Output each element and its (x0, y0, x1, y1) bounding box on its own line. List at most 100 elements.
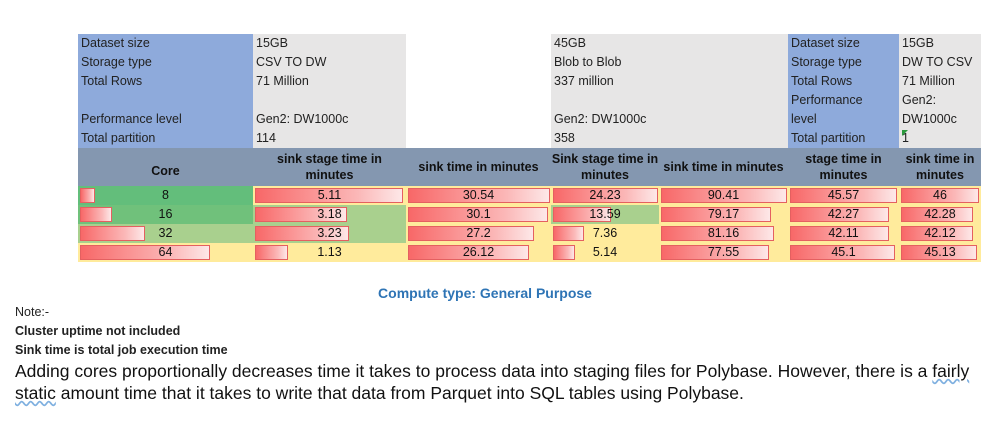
info1-value-5: Gen2: DW1000c (253, 110, 406, 129)
header-col-1: sink stage time in minutes (277, 152, 382, 182)
info3-value-4: Gen2: (899, 91, 981, 110)
data-bar (255, 188, 403, 203)
info3-value-2: DW TO CSV (899, 53, 981, 72)
header-col-4: sink time in minutes (663, 160, 784, 174)
cell-value: 27.2 (466, 226, 491, 240)
paragraph-text-1: Adding cores proportionally decreases ti… (15, 361, 933, 381)
core-value: 8 (162, 188, 169, 202)
header-col-2: sink time in minutes (418, 160, 539, 174)
cell-c6: 45.13 (899, 243, 981, 262)
cell-value: 30.1 (466, 207, 491, 221)
cell-c6: 42.28 (899, 205, 981, 224)
cell-c2: 26.12 (406, 243, 551, 262)
info2-value-3: 337 million (551, 72, 788, 91)
info1-value-3: 71 Million (253, 72, 406, 91)
cell-c6: 42.12 (899, 224, 981, 243)
table-header-row (78, 148, 981, 186)
data-bar (408, 207, 548, 222)
cell-c1: 1.13 (253, 243, 406, 262)
cell-c5: 42.27 (788, 205, 899, 224)
info3-value-1: 15GB (899, 34, 981, 53)
data-bar (901, 226, 973, 241)
info2-value-1: 45GB (551, 34, 788, 53)
data-bar (255, 207, 347, 222)
info3-label-6: Total partition (788, 129, 899, 148)
cell-value: 81.16 (707, 226, 740, 240)
cell-value: 77.55 (707, 245, 740, 259)
data-bar (408, 188, 550, 203)
cell-value: 46 (933, 188, 947, 202)
header-core: Core (151, 164, 180, 178)
cell-c1: 3.18 (253, 205, 406, 224)
note-line-1: Cluster uptime not included (15, 324, 181, 338)
cell-c4: 81.16 (659, 224, 788, 243)
cell-value: 42.28 (924, 207, 956, 221)
info1-value-2: CSV TO DW (253, 53, 406, 72)
data-bar (553, 226, 584, 241)
cell-c4: 79.17 (659, 205, 788, 224)
cell-value: 3.18 (317, 207, 342, 221)
info1-label-4 (78, 91, 253, 110)
info1-value-4 (253, 91, 406, 110)
data-bar (901, 207, 973, 222)
info3-value-6: 1 (899, 129, 981, 148)
core-value: 16 (158, 207, 173, 221)
cell-c2: 30.54 (406, 186, 551, 205)
summary-paragraph: Adding cores proportionally decreases ti… (15, 360, 975, 404)
info2-value-6: 358 (551, 129, 788, 148)
core-bar (80, 207, 112, 222)
cell-c3: 13.59 (551, 205, 659, 224)
core-bar (80, 245, 210, 260)
data-bar (661, 188, 787, 203)
cell-value: 3.23 (317, 226, 342, 240)
info3-label-2: Storage type (788, 53, 899, 72)
info3-label-4: Performance (788, 91, 899, 110)
info3-label-5: level (788, 110, 899, 129)
cell-value: 5.14 (592, 245, 618, 259)
info1-value-6: 114 (253, 129, 406, 148)
data-bar (790, 245, 895, 260)
info1-label-6: Total partition (78, 129, 253, 148)
core-bar (80, 226, 145, 241)
cell-value: 42.12 (924, 226, 956, 240)
data-bar (255, 226, 349, 241)
cell-value: 45.1 (831, 245, 856, 259)
cell-value: 45.13 (924, 245, 956, 259)
data-bar (661, 207, 771, 222)
note-title: Note:- (15, 305, 50, 319)
data-bar (408, 245, 529, 260)
data-bar (408, 226, 534, 241)
info2-value-4 (551, 91, 788, 110)
header-col-6: sink time in minutes (905, 152, 975, 182)
cell-value: 1.13 (317, 245, 342, 259)
data-bar (901, 188, 979, 203)
compute-type-caption: Compute type: General Purpose (378, 285, 592, 301)
core-value: 32 (158, 226, 173, 240)
note-line-2: Sink time is total job execution time (15, 343, 228, 357)
info1-value-1: 15GB (253, 34, 406, 53)
cell-value: 42.27 (827, 207, 860, 221)
cell-value: 24.23 (589, 188, 621, 202)
cell-value: 90.41 (707, 188, 740, 202)
data-bar (790, 188, 897, 203)
cell-value: 79.17 (707, 207, 740, 221)
data-bar (901, 245, 977, 260)
cell-c1: 3.23 (253, 224, 406, 243)
cell-c2: 30.1 (406, 205, 551, 224)
cell-c4: 77.55 (659, 243, 788, 262)
data-bar (661, 226, 774, 241)
info3-label-3: Total Rows (788, 72, 899, 91)
header-col-3: Sink stage time in minutes (551, 152, 659, 182)
cell-value: 42.11 (828, 226, 859, 240)
cell-c5: 45.57 (788, 186, 899, 205)
cell-c4: 90.41 (659, 186, 788, 205)
core-bar (80, 188, 95, 203)
cell-c3: 7.36 (551, 224, 659, 243)
cell-c2: 27.2 (406, 224, 551, 243)
data-bar (553, 188, 658, 203)
info2-value-2: Blob to Blob (551, 53, 788, 72)
cell-c6: 46 (899, 186, 981, 205)
info3-value-3: 71 Million (899, 72, 981, 91)
cell-core: 16 (78, 205, 253, 224)
info1-label-1: Dataset size (78, 34, 253, 53)
